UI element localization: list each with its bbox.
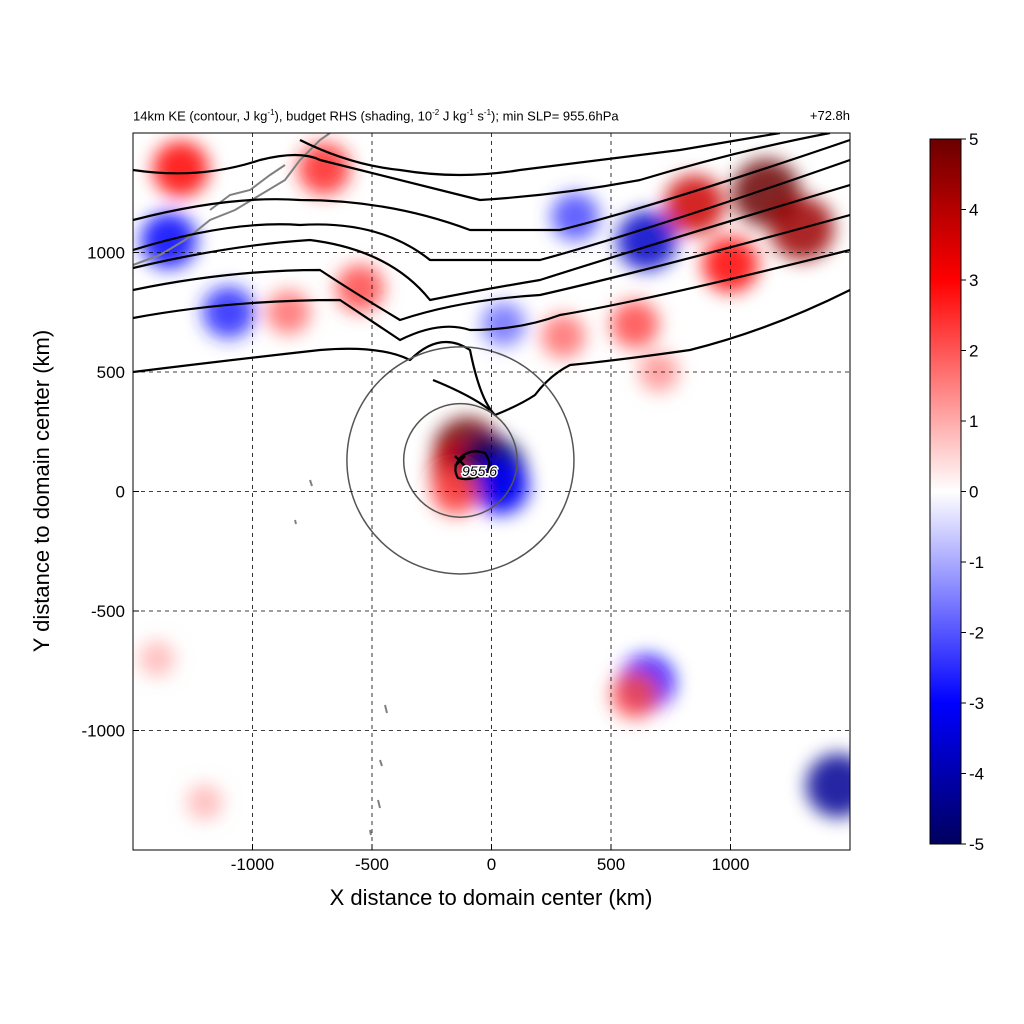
colorbar-tick-label: 1 xyxy=(969,412,978,431)
colorbar-tick-label: -1 xyxy=(969,553,984,572)
x-tick-label: -1000 xyxy=(231,855,274,874)
y-tick-label: 500 xyxy=(97,363,125,382)
shading-blob xyxy=(336,264,385,313)
y-tick-label: 0 xyxy=(116,483,125,502)
colorbar-tick-label: 5 xyxy=(969,130,978,149)
shading-blob xyxy=(202,286,255,339)
shading-blob xyxy=(664,174,725,235)
shading-blob xyxy=(481,302,526,347)
x-axis-label: X distance to domain center (km) xyxy=(330,885,653,910)
colorbar-tick-label: -5 xyxy=(969,835,984,854)
min-slp-label: 955.6 xyxy=(462,463,497,479)
shading-blob xyxy=(610,670,659,719)
y-tick-label: -500 xyxy=(91,602,125,621)
colorbar-gradient xyxy=(929,138,962,845)
colorbar-tick-label: -4 xyxy=(969,765,984,784)
range-ring xyxy=(402,402,518,518)
colorbar: 5 4 3 2 1 0 -1 -2 -3 -4 -5 xyxy=(929,130,984,854)
x-tick-label: 0 xyxy=(487,855,496,874)
shading-blob xyxy=(806,753,850,818)
shading-blob xyxy=(638,352,679,392)
coastline xyxy=(133,133,388,836)
shading-blob xyxy=(616,210,677,271)
colorbar-tick-label: -3 xyxy=(969,694,984,713)
x-tick-label: 500 xyxy=(597,855,625,874)
y-tick-label: -1000 xyxy=(82,722,125,741)
shading-blob xyxy=(138,640,175,677)
range-ring xyxy=(346,346,575,575)
storm-center: 955.6 xyxy=(454,455,499,481)
shading-blob xyxy=(266,290,311,335)
range-rings xyxy=(346,346,575,575)
ke-contours xyxy=(133,133,850,481)
storm-center-marker xyxy=(454,455,466,467)
x-axis-ticks: -1000 -500 0 500 1000 xyxy=(231,844,750,874)
shading-blob xyxy=(186,784,223,821)
forecast-hour-label: +72.8h xyxy=(809,108,850,123)
chart-title: 14km KE (contour, J kg-1), budget RHS (s… xyxy=(133,108,619,124)
y-axis-label: Y distance to domain center (km) xyxy=(29,330,54,652)
x-tick-label: 1000 xyxy=(712,855,750,874)
y-tick-label: 1000 xyxy=(87,244,125,263)
shading-blob xyxy=(541,314,586,359)
colorbar-ticks: 5 4 3 2 1 0 -1 -2 -3 -4 -5 xyxy=(961,130,984,854)
y-axis-ticks: -1000 -500 0 500 1000 xyxy=(82,244,139,741)
colorbar-tick-label: 2 xyxy=(969,342,978,361)
colorbar-tick-label: 4 xyxy=(969,201,978,220)
shading-layer xyxy=(138,140,850,821)
x-tick-label: -500 xyxy=(355,855,389,874)
colorbar-tick-label: 0 xyxy=(969,483,978,502)
shading-blob xyxy=(551,192,600,241)
colorbar-tick-label: 3 xyxy=(969,271,978,290)
shading-blob xyxy=(152,140,209,197)
colorbar-tick-label: -2 xyxy=(969,624,984,643)
plot-area: -1000 -500 0 500 1000 -1000 -500 0 500 1000 955.… xyxy=(29,132,851,910)
shading-blob xyxy=(610,300,659,349)
